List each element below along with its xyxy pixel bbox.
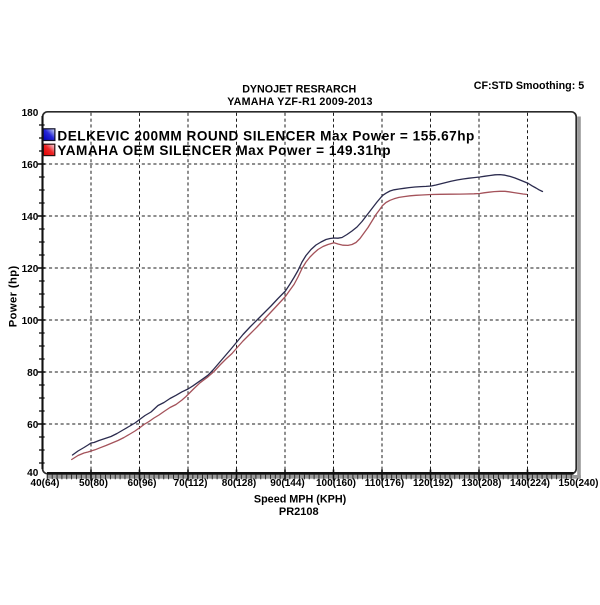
svg-text:60(96): 60(96) [128, 478, 157, 489]
svg-text:40(64): 40(64) [31, 478, 60, 489]
svg-text:100: 100 [22, 316, 39, 327]
svg-text:110(176): 110(176) [365, 478, 404, 489]
svg-text:Power (hp): Power (hp) [8, 265, 20, 327]
svg-text:YAMAHA OEM SILENCER Max Power: YAMAHA OEM SILENCER Max Power = 149.31hp [57, 143, 391, 158]
svg-text:90(144): 90(144) [270, 478, 304, 489]
svg-text:DELKEVIC 200MM ROUND SILENCER: DELKEVIC 200MM ROUND SILENCER Max Power … [57, 129, 474, 144]
svg-text:130(208): 130(208) [461, 478, 501, 489]
svg-text:120: 120 [22, 264, 39, 275]
svg-text:PR2108: PR2108 [279, 506, 319, 518]
svg-text:80: 80 [27, 368, 39, 379]
svg-text:140(224): 140(224) [510, 478, 550, 489]
svg-text:YAMAHA YZF-R1 2009-2013: YAMAHA YZF-R1 2009-2013 [227, 96, 373, 108]
svg-text:DYNOJET RESRARCH: DYNOJET RESRARCH [242, 84, 356, 96]
svg-text:40: 40 [27, 468, 39, 479]
svg-text:80(128): 80(128) [222, 478, 256, 489]
svg-text:180: 180 [22, 108, 39, 119]
svg-text:50(80): 50(80) [79, 478, 108, 489]
svg-text:70(112): 70(112) [174, 478, 208, 489]
svg-text:Speed MPH (KPH): Speed MPH (KPH) [254, 493, 347, 505]
svg-text:60: 60 [27, 420, 39, 431]
svg-text:CF:STD Smoothing: 5: CF:STD Smoothing: 5 [474, 80, 584, 92]
svg-text:160: 160 [22, 160, 39, 171]
svg-text:100(160): 100(160) [316, 478, 356, 489]
svg-text:150(240): 150(240) [558, 478, 598, 489]
svg-text:120(192): 120(192) [413, 478, 453, 489]
svg-text:140: 140 [22, 212, 39, 223]
